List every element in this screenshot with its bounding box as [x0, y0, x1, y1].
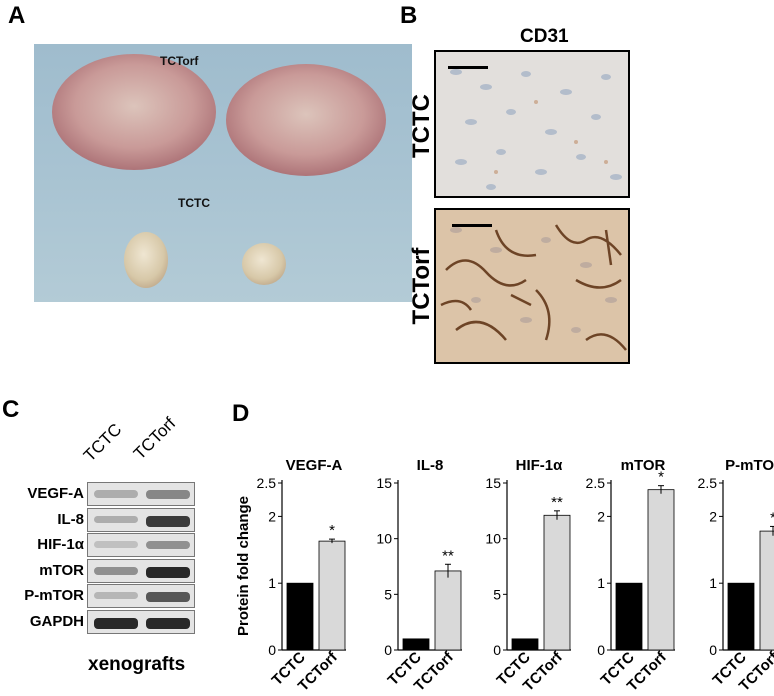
y-tick-label: 10: [376, 531, 392, 547]
wb-row-label: mTOR: [39, 561, 84, 579]
significance-marker: **: [442, 547, 454, 564]
y-tick-label: 2.5: [698, 475, 718, 491]
y-axis-label: Protein fold change: [235, 496, 252, 636]
wb-band: [94, 617, 138, 630]
wb-row-label: VEGF-A: [27, 485, 84, 502]
panel-d-letter: D: [232, 400, 250, 427]
bar: [647, 489, 675, 651]
small-tumor-left: [124, 232, 168, 288]
wb-row-label: GAPDH: [29, 612, 84, 630]
chart-title: IL-8: [417, 457, 444, 474]
bar: [511, 638, 539, 651]
chart-title: mTOR: [621, 457, 666, 474]
y-tick-label: 0: [384, 642, 392, 658]
significance-marker: *: [770, 509, 774, 526]
wb-row-label: IL-8: [57, 510, 84, 528]
ihc-tctc-texture: [436, 52, 628, 196]
panel-c-letter: C: [2, 396, 20, 423]
y-tick-label: 15: [376, 475, 392, 491]
y-tick-label: 0: [268, 642, 276, 658]
wb-band: [94, 515, 138, 523]
y-tick-label: 5: [384, 586, 392, 602]
chart-title: HIF-1α: [516, 457, 564, 474]
large-tumor-left: [52, 54, 216, 170]
wb-band: [94, 490, 138, 498]
wb-band: [146, 490, 190, 499]
large-tumor-right: [226, 64, 386, 176]
y-tick-label: 0: [709, 642, 717, 658]
bar: [402, 638, 430, 651]
scale-bar-tctorf: [452, 224, 492, 227]
y-tick-label: 1: [597, 575, 605, 591]
ihc-image-tctorf: [434, 208, 630, 364]
y-tick-label: 15: [485, 475, 501, 491]
y-tick-label: 2.5: [257, 475, 277, 491]
tumor-label-tctorf: TCTorf: [160, 54, 199, 68]
ihc-image-tctc: [434, 50, 630, 198]
wb-band: [94, 541, 138, 548]
significance-marker: *: [658, 469, 664, 486]
wb-band-row: [87, 558, 195, 583]
wb-band: [94, 592, 138, 600]
panel-b-letter: B: [400, 2, 418, 29]
significance-marker: **: [551, 494, 563, 511]
tumor-label-tctc: TCTC: [178, 196, 210, 210]
bar: [434, 570, 462, 651]
wb-band-row: [87, 482, 195, 506]
ihc-title: CD31: [520, 26, 569, 47]
wb-band-row: [87, 584, 195, 608]
tumor-photo: TCTorf TCTC: [34, 44, 412, 302]
wb-row-label: P-mTOR: [24, 587, 84, 604]
wb-footer: xenografts: [88, 654, 186, 675]
y-tick-label: 1: [709, 575, 717, 591]
panel-a-letter: A: [8, 2, 26, 29]
wb-band-row: [87, 609, 195, 634]
bar: [543, 514, 571, 651]
chart-title: P-mTOR: [725, 457, 774, 474]
ihc-tctorf-texture: [436, 210, 628, 362]
wb-band: [146, 617, 190, 630]
wb-band: [94, 566, 138, 575]
wb-band: [146, 541, 190, 550]
wb-band-row: [87, 533, 195, 557]
bar: [286, 582, 314, 651]
small-tumor-right: [242, 243, 286, 285]
bar: [759, 530, 774, 651]
chart-title: VEGF-A: [286, 457, 343, 474]
wb-band: [146, 592, 190, 603]
wb-band: [146, 566, 190, 579]
y-tick-label: 2: [597, 508, 605, 524]
y-tick-label: 2.5: [586, 475, 606, 491]
y-tick-label: 0: [493, 642, 501, 658]
tumor-photo-drawing: [52, 54, 386, 288]
significance-marker: *: [329, 522, 335, 539]
y-tick-label: 2: [268, 508, 276, 524]
wb-row-label: HIF-1α: [37, 536, 84, 553]
y-tick-label: 10: [485, 531, 501, 547]
y-tick-label: 0: [597, 642, 605, 658]
y-tick-label: 1: [268, 575, 276, 591]
wb-band-row: [87, 507, 195, 532]
bar: [615, 582, 643, 651]
y-tick-label: 5: [493, 586, 501, 602]
wb-band: [146, 515, 190, 527]
y-tick-label: 2: [709, 508, 717, 524]
bar: [318, 540, 346, 651]
bar: [727, 582, 755, 651]
scale-bar-tctc: [448, 66, 488, 69]
